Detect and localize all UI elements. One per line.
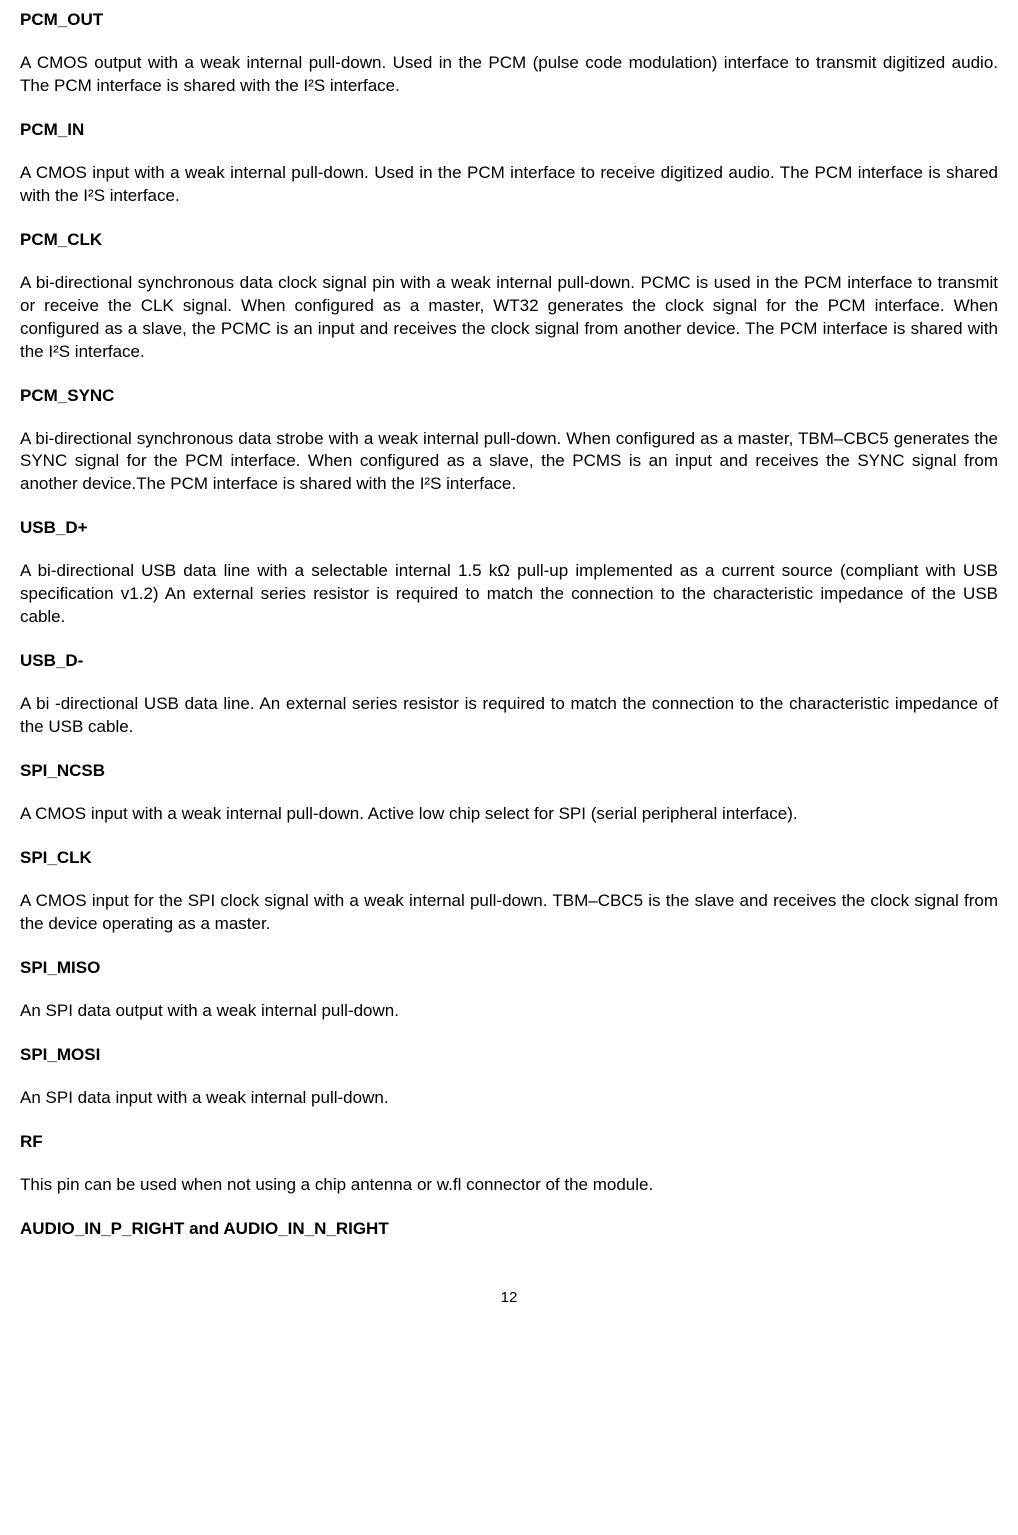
heading-usb-dp: USB_D+ <box>20 518 998 538</box>
body-rf: This pin can be used when not using a ch… <box>20 1174 998 1197</box>
heading-spi-ncsb: SPI_NCSB <box>20 761 998 781</box>
heading-pcm-clk: PCM_CLK <box>20 230 998 250</box>
body-usb-dp: A bi-directional USB data line with a se… <box>20 560 998 629</box>
body-spi-ncsb: A CMOS input with a weak internal pull-d… <box>20 803 998 826</box>
heading-spi-miso: SPI_MISO <box>20 958 998 978</box>
heading-rf: RF <box>20 1132 998 1152</box>
heading-audio-in: AUDIO_IN_P_RIGHT and AUDIO_IN_N_RIGHT <box>20 1219 998 1239</box>
heading-pcm-in: PCM_IN <box>20 120 998 140</box>
heading-spi-clk: SPI_CLK <box>20 848 998 868</box>
body-pcm-in: A CMOS input with a weak internal pull-d… <box>20 162 998 208</box>
body-spi-clk: A CMOS input for the SPI clock signal wi… <box>20 890 998 936</box>
body-pcm-clk: A bi-directional synchronous data clock … <box>20 272 998 364</box>
heading-usb-dm: USB_D- <box>20 651 998 671</box>
body-pcm-out: A CMOS output with a weak internal pull-… <box>20 52 998 98</box>
body-spi-mosi: An SPI data input with a weak internal p… <box>20 1087 998 1110</box>
body-pcm-sync: A bi-directional synchronous data strobe… <box>20 428 998 497</box>
body-usb-dm: A bi -directional USB data line. An exte… <box>20 693 998 739</box>
page-number: 12 <box>20 1289 998 1306</box>
heading-spi-mosi: SPI_MOSI <box>20 1045 998 1065</box>
body-spi-miso: An SPI data output with a weak internal … <box>20 1000 998 1023</box>
heading-pcm-out: PCM_OUT <box>20 10 998 30</box>
document-page: PCM_OUT A CMOS output with a weak intern… <box>20 10 998 1306</box>
heading-pcm-sync: PCM_SYNC <box>20 386 998 406</box>
